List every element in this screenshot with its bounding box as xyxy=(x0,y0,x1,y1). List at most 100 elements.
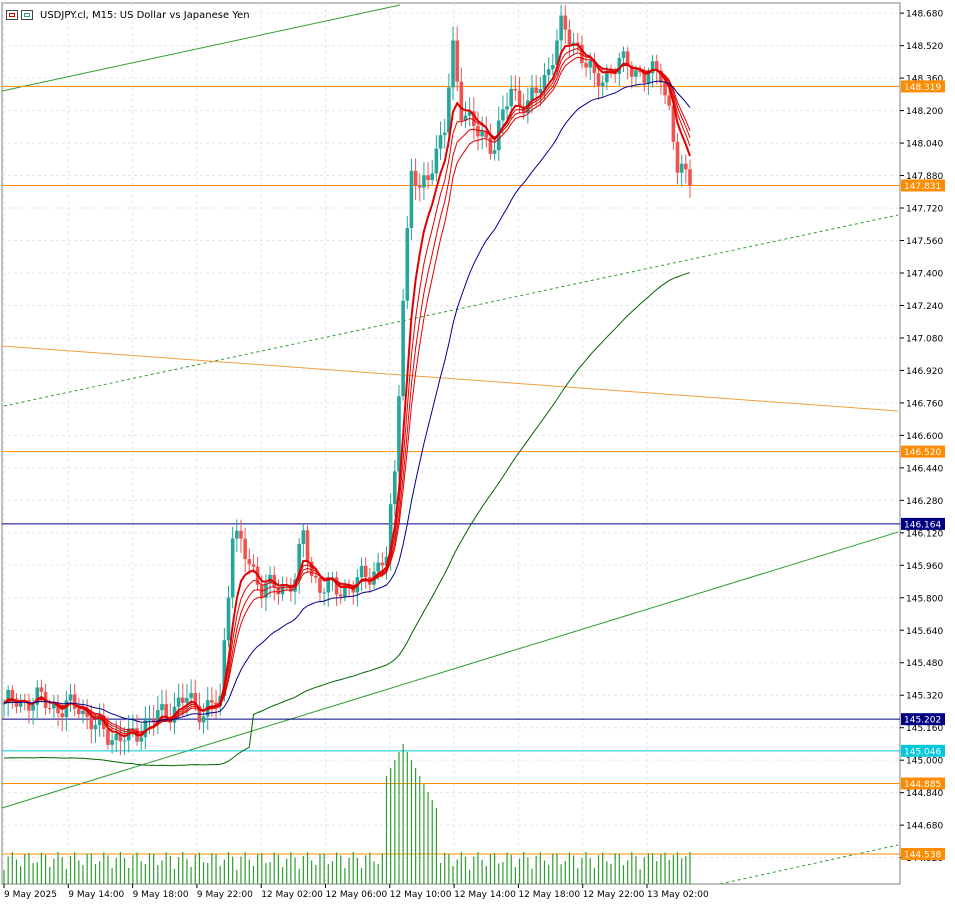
candle xyxy=(451,26,455,101)
trend-line xyxy=(1,345,899,412)
candle-body xyxy=(534,87,538,94)
candle-body xyxy=(600,82,605,87)
candle-body xyxy=(476,125,480,137)
candle-body xyxy=(334,577,339,595)
price-level-label-box xyxy=(901,517,945,530)
candle xyxy=(143,706,148,750)
candle-body xyxy=(667,95,672,106)
candle-body xyxy=(513,88,518,91)
candle xyxy=(56,694,60,727)
candle xyxy=(210,687,214,717)
candle-body xyxy=(31,704,35,711)
price-level-label-box xyxy=(901,847,945,860)
candle xyxy=(301,524,306,558)
candle-body xyxy=(164,704,168,718)
candle-body xyxy=(363,565,368,577)
candle-body xyxy=(455,40,459,82)
candle xyxy=(534,75,538,108)
candle-body xyxy=(463,115,468,121)
candle-body xyxy=(659,70,663,83)
candle xyxy=(596,65,601,100)
candle xyxy=(397,384,401,480)
candle-body xyxy=(343,586,347,597)
y-tick-label: 145.160 xyxy=(906,724,943,734)
candle-body xyxy=(68,694,73,701)
candle xyxy=(226,585,231,648)
chart-window-icon[interactable] xyxy=(6,10,18,20)
chart-header: USDJPY.cl, M15: US Dollar vs Japanese Ye… xyxy=(6,7,250,23)
candle xyxy=(517,77,522,114)
candle-body xyxy=(359,565,364,578)
candle xyxy=(600,75,605,98)
candle xyxy=(480,116,484,150)
candle-body xyxy=(56,703,60,714)
price-level-label-box xyxy=(901,713,945,726)
candle-body xyxy=(35,687,40,705)
candle-body xyxy=(567,29,572,45)
candle-body xyxy=(297,543,301,580)
x-tick-label: 13 May 02:00 xyxy=(647,890,709,900)
candle xyxy=(68,684,73,712)
y-tick-label: 146.600 xyxy=(906,432,943,442)
candle-body xyxy=(638,70,642,73)
candle xyxy=(476,111,480,151)
chart-window-icon[interactable] xyxy=(21,10,33,20)
y-tick-label: 144.680 xyxy=(906,822,943,832)
candle-body xyxy=(538,89,543,94)
candle-body xyxy=(314,575,318,578)
candle xyxy=(409,158,414,240)
price-level-label: 145.046 xyxy=(904,747,941,757)
price-level-label: 147.831 xyxy=(904,182,941,192)
candle-body xyxy=(305,530,310,562)
candle xyxy=(10,685,15,709)
candle-body xyxy=(563,15,568,30)
price-level-label-box xyxy=(901,744,945,757)
candle xyxy=(359,557,364,592)
candle-body xyxy=(467,111,472,116)
candle xyxy=(27,693,31,724)
y-tick-label: 146.280 xyxy=(906,497,943,507)
candle-body xyxy=(571,42,576,45)
candle-body xyxy=(338,594,343,597)
candle-body xyxy=(380,562,385,566)
x-tick-label: 12 May 22:00 xyxy=(583,890,645,900)
candle xyxy=(684,154,688,184)
candle xyxy=(97,703,102,737)
candle xyxy=(338,588,343,605)
candle-body xyxy=(247,559,252,565)
y-tick-label: 145.000 xyxy=(906,757,943,767)
candle-body xyxy=(147,719,152,721)
price-level-label: 144.885 xyxy=(904,780,941,790)
ma-blue-line xyxy=(3,80,691,723)
trend-line xyxy=(3,214,899,407)
candle-body xyxy=(235,530,239,539)
trend-line xyxy=(1,4,401,92)
candle-body xyxy=(555,40,559,66)
y-tick-label: 146.440 xyxy=(906,464,943,474)
candle-body xyxy=(422,175,426,188)
candle-body xyxy=(501,109,505,121)
candle-body xyxy=(634,70,638,77)
candle-body xyxy=(180,697,185,703)
candle-body xyxy=(301,530,306,544)
candle-body xyxy=(264,583,268,598)
y-tick-label: 148.520 xyxy=(906,42,943,52)
candle xyxy=(393,460,397,517)
y-tick-label: 145.320 xyxy=(906,692,943,702)
candle-body xyxy=(251,564,256,567)
candle-body xyxy=(239,530,243,539)
ma-red-line xyxy=(3,52,691,734)
y-tick-label: 147.400 xyxy=(906,269,943,279)
candle-body xyxy=(210,700,214,703)
candle-body xyxy=(276,587,281,595)
candle xyxy=(239,519,243,553)
x-tick-label: 12 May 10:00 xyxy=(390,890,452,900)
y-tick-label: 147.560 xyxy=(906,237,943,247)
candle xyxy=(426,162,430,190)
candle xyxy=(64,690,69,731)
candle xyxy=(659,63,663,95)
y-tick-label: 147.880 xyxy=(906,172,943,182)
candle-body xyxy=(472,111,476,126)
